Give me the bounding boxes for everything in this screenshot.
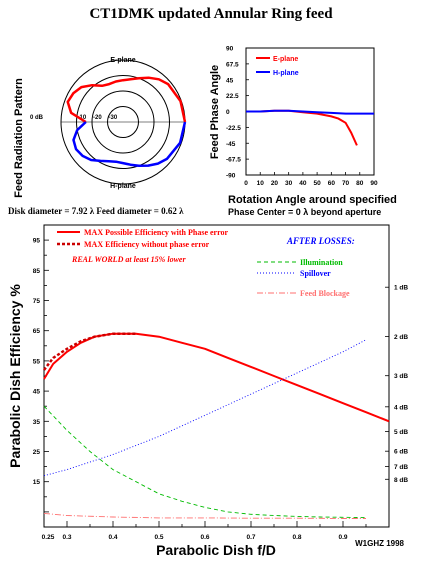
efficiency-xtick-label: 0.6 [200, 534, 209, 541]
phase-legend: E-plane H-plane [256, 56, 299, 77]
phase-xtick-label: 0 [244, 180, 248, 187]
efficiency-chart: 0.25 0.3 0.4 0.5 0.6 0.7 0.8 0.9 15 25 35 45 55 65 75 8… [7, 224, 408, 558]
efficiency-ytick-label: 95 [33, 238, 41, 245]
polar-ring-label: -10 [78, 115, 87, 121]
efficiency-series-max-phase [43, 332, 390, 423]
polar-rings: 0 dB -10 -20 -30 [30, 59, 186, 185]
phase-series-hplane [246, 109, 374, 115]
legend-spillover: Spillover [300, 269, 331, 278]
efficiency-ytick-label: 65 [33, 328, 41, 335]
phase-legend-eplane: E-plane [273, 56, 298, 63]
efficiency-xtick-label: 0.4 [108, 534, 117, 541]
efficiency-series-spillover [43, 339, 367, 477]
efficiency-xlabel: Parabolic Dish f/D [156, 542, 276, 558]
efficiency-ytick-label: 25 [33, 449, 41, 456]
phase-ylabel: Feed Phase Angle [209, 65, 221, 159]
efficiency-ytick-label: 45 [33, 389, 41, 396]
phase-xlabel: Rotation Angle around specified [228, 194, 397, 206]
phase-xtick-label: 30 [285, 180, 293, 187]
polar-ring-label: -20 [93, 115, 102, 121]
legend-max-nophase: MAX Efficiency without phase error [84, 240, 210, 249]
legend-real-world: REAL WORLD at least 15% lower [71, 255, 186, 264]
efficiency-db-label: 5 dB [394, 429, 408, 436]
efficiency-db-label: 2 dB [394, 334, 408, 341]
phase-ytick-label: 45 [226, 77, 234, 84]
phase-ytick-label: -22.5 [226, 125, 241, 132]
phase-ytick-label: 90 [226, 46, 234, 53]
phase-ytick-label: 22.5 [226, 93, 239, 100]
polar-ylabel: Feed Radiation Pattern [13, 78, 25, 198]
phase-ytick-label: 0 [226, 109, 230, 116]
polar-hplane-label: H-plane [110, 183, 136, 190]
phase-ytick-label: 67.5 [226, 61, 239, 68]
efficiency-ytick-label: 75 [33, 298, 41, 305]
efficiency-ticks: 0.25 0.3 0.4 0.5 0.6 0.7 0.8 0.9 15 25 35 45 55 65 75 8… [33, 224, 408, 541]
efficiency-series-blockage [43, 512, 366, 519]
efficiency-db-label: 6 dB [394, 449, 408, 456]
phase-ytick-label: -67.5 [226, 157, 241, 164]
phase-xtick-label: 90 [370, 180, 378, 187]
efficiency-series-illumination [43, 405, 367, 519]
efficiency-series-max-nophase [43, 332, 136, 371]
phase-xtick-label: 80 [356, 180, 364, 187]
polar-series-eplane [66, 76, 187, 124]
polar-series-hplane [72, 121, 187, 167]
efficiency-db-label: 3 dB [394, 373, 408, 380]
legend-max-phase: MAX Possible Efficiency with Phase error [84, 228, 228, 237]
efficiency-xtick-label: 0.9 [338, 534, 347, 541]
efficiency-xtick-label: 0.8 [292, 534, 301, 541]
polar-ring-label: 0 dB [30, 115, 44, 121]
polar-curves [66, 76, 187, 167]
phase-xtick-label: 10 [257, 180, 265, 187]
phase-ytick-label: -90 [226, 173, 236, 180]
polar-ring-label: -30 [109, 115, 118, 121]
efficiency-plot-frame [43, 224, 390, 528]
polar-chart: Feed Radiation Pattern 0 dB -10 -20 -30 E-p… [13, 57, 187, 198]
efficiency-xtick-label: 0.3 [62, 534, 71, 541]
efficiency-db-label: 8 dB [394, 477, 408, 484]
efficiency-ytick-label: 85 [33, 268, 41, 275]
efficiency-xtick-label: 0.7 [246, 534, 255, 541]
efficiency-xtick-label: 0.5 [154, 534, 163, 541]
efficiency-curves [43, 332, 390, 519]
legend-blockage: Feed Blockage [300, 289, 350, 298]
phase-series-eplane [246, 109, 358, 146]
phase-ticks: 0 10 20 30 40 50 60 70 80 90 90 67.5 45 22.5 0 -22.5 -45… [226, 46, 378, 188]
efficiency-db-label: 7 dB [394, 464, 408, 471]
phase-center-note: Phase Center = 0 λ beyond aperture [228, 207, 381, 217]
efficiency-ytick-label: 35 [33, 419, 41, 426]
legend-after-losses: AFTER LOSSES: [286, 236, 355, 246]
phase-xtick-label: 50 [313, 180, 321, 187]
phase-xtick-label: 60 [328, 180, 336, 187]
efficiency-legend: MAX Possible Efficiency with Phase error… [57, 228, 355, 298]
efficiency-ytick-label: 15 [33, 479, 41, 486]
efficiency-ylabel: Parabolic Dish Efficiency % [7, 284, 23, 468]
phase-xtick-label: 70 [342, 180, 350, 187]
legend-illumination: Illumination [300, 258, 343, 267]
efficiency-xtick-label: 0.25 [42, 534, 55, 541]
efficiency-db-label: 1 dB [394, 285, 408, 292]
dish-info: Disk diameter = 7.92 λ Feed diameter = 0… [8, 206, 184, 216]
polar-eplane-label: E-plane [110, 57, 135, 64]
phase-ytick-label: -45 [226, 141, 236, 148]
phase-curves [246, 109, 374, 146]
phase-xtick-label: 20 [271, 180, 279, 187]
efficiency-ytick-label: 55 [33, 358, 41, 365]
efficiency-db-label: 4 dB [394, 404, 408, 411]
phase-chart: 0 10 20 30 40 50 60 70 80 90 90 67.5 45 22.5 0 -22.5 -45… [209, 46, 397, 218]
phase-xtick-label: 40 [299, 180, 307, 187]
phase-legend-hplane: H-plane [273, 70, 299, 77]
credit: W1GHZ 1998 [355, 539, 404, 548]
page-title: CT1DMK updated Annular Ring feed [89, 6, 333, 22]
